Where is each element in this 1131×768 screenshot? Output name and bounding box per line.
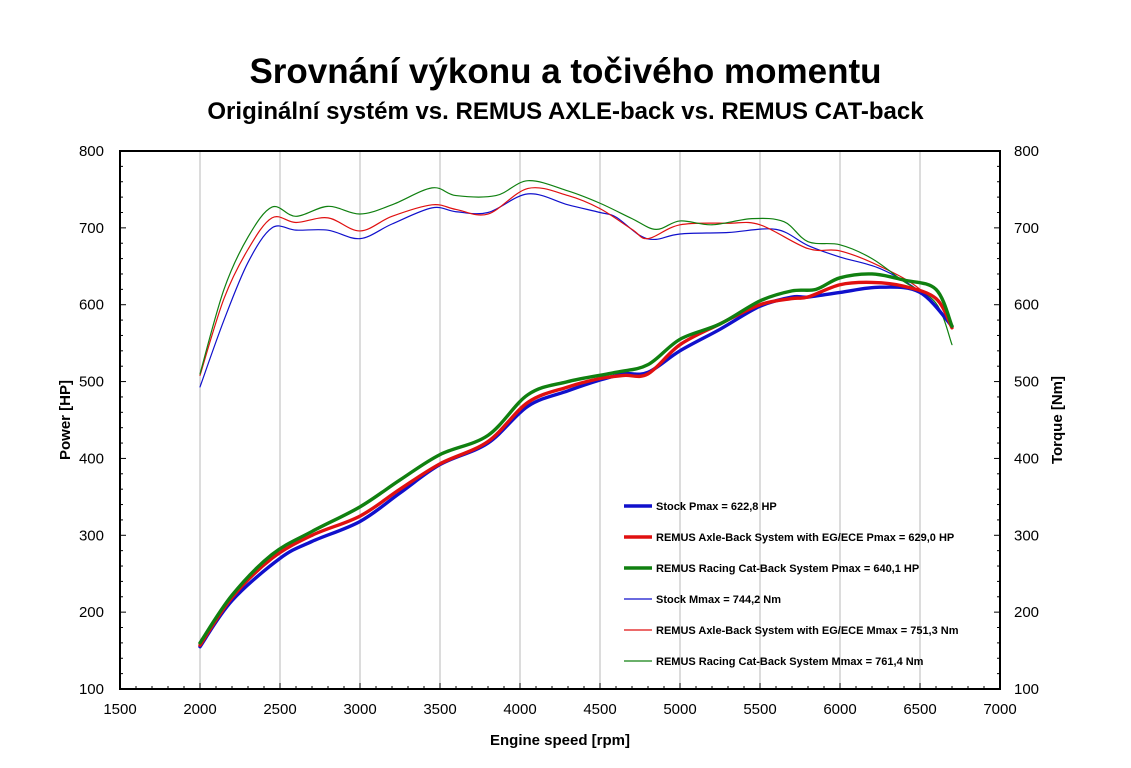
- x-tick-label: 2000: [183, 701, 216, 718]
- grid: [199, 151, 921, 689]
- x-axis-label: Engine speed [rpm]: [490, 732, 630, 749]
- x-axis-ticks: 1500 2000 2500 3000 3500 4000 4500 5000 5500 6000…: [103, 701, 1016, 718]
- legend: Stock Pmax = 622,8 HP REMUS Axle-Back Sys…: [624, 501, 959, 668]
- plot-frame: [119, 150, 1001, 690]
- x-tick-label: 7000: [983, 701, 1016, 718]
- y-left-tick-label: 300: [79, 527, 104, 544]
- y-left-tick-label: 100: [79, 681, 104, 698]
- y-right-tick-label: 500: [1014, 374, 1039, 391]
- y-axis-left-ticks: 100 200 300 400 500 600 700 800: [79, 143, 104, 698]
- legend-label: Stock Pmax = 622,8 HP: [656, 501, 777, 513]
- series-line-4: [199, 187, 953, 377]
- legend-label: REMUS Axle-Back System with EG/ECE Pmax …: [656, 532, 954, 544]
- chart-title: Srovnání výkonu a točivého momentu: [249, 52, 882, 91]
- y-right-tick-label: 800: [1014, 143, 1039, 160]
- series-line-0: [198, 285, 954, 649]
- chart-subtitle: Originální systém vs. REMUS AXLE-back vs…: [207, 98, 924, 125]
- y-right-tick-label: 600: [1014, 297, 1039, 314]
- y-right-tick-label: 400: [1014, 450, 1039, 467]
- y-left-tick-label: 800: [79, 143, 104, 160]
- x-tick-label: 1500: [103, 701, 136, 718]
- y-right-tick-label: 700: [1014, 220, 1039, 237]
- x-tick-label: 5500: [743, 701, 776, 718]
- y-right-tick-label: 300: [1014, 527, 1039, 544]
- y-axis-right-ticks: 100 200 300 400 500 600 700 800: [1014, 143, 1039, 698]
- x-tick-label: 3000: [343, 701, 376, 718]
- series-line-1: [198, 280, 954, 647]
- y-left-tick-label: 200: [79, 604, 104, 621]
- y-left-tick-label: 600: [79, 297, 104, 314]
- legend-label: REMUS Axle-Back System with EG/ECE Mmax …: [656, 625, 959, 637]
- y-right-tick-label: 200: [1014, 604, 1039, 621]
- y-left-tick-label: 500: [79, 374, 104, 391]
- legend-label: REMUS Racing Cat-Back System Pmax = 640,…: [656, 563, 919, 575]
- legend-label: REMUS Racing Cat-Back System Mmax = 761,…: [656, 656, 924, 668]
- y-axis-left-label: Power [HP]: [57, 380, 74, 460]
- series-layer: [198, 180, 954, 649]
- y-axis-right-label: Torque [Nm]: [1049, 376, 1066, 464]
- legend-label: Stock Mmax = 744,2 Nm: [656, 594, 781, 606]
- series-line-5: [199, 180, 953, 375]
- x-tick-label: 5000: [663, 701, 696, 718]
- minor-ticks: [119, 150, 1001, 690]
- y-left-tick-label: 400: [79, 450, 104, 467]
- x-tick-label: 3500: [423, 701, 456, 718]
- x-tick-label: 4000: [503, 701, 536, 718]
- x-tick-label: 4500: [583, 701, 616, 718]
- y-left-tick-label: 700: [79, 220, 104, 237]
- x-tick-label: 6500: [903, 701, 936, 718]
- x-tick-label: 2500: [263, 701, 296, 718]
- y-right-tick-label: 100: [1014, 681, 1039, 698]
- series-line-2: [198, 272, 954, 645]
- series-line-3: [199, 193, 953, 388]
- x-tick-label: 6000: [823, 701, 856, 718]
